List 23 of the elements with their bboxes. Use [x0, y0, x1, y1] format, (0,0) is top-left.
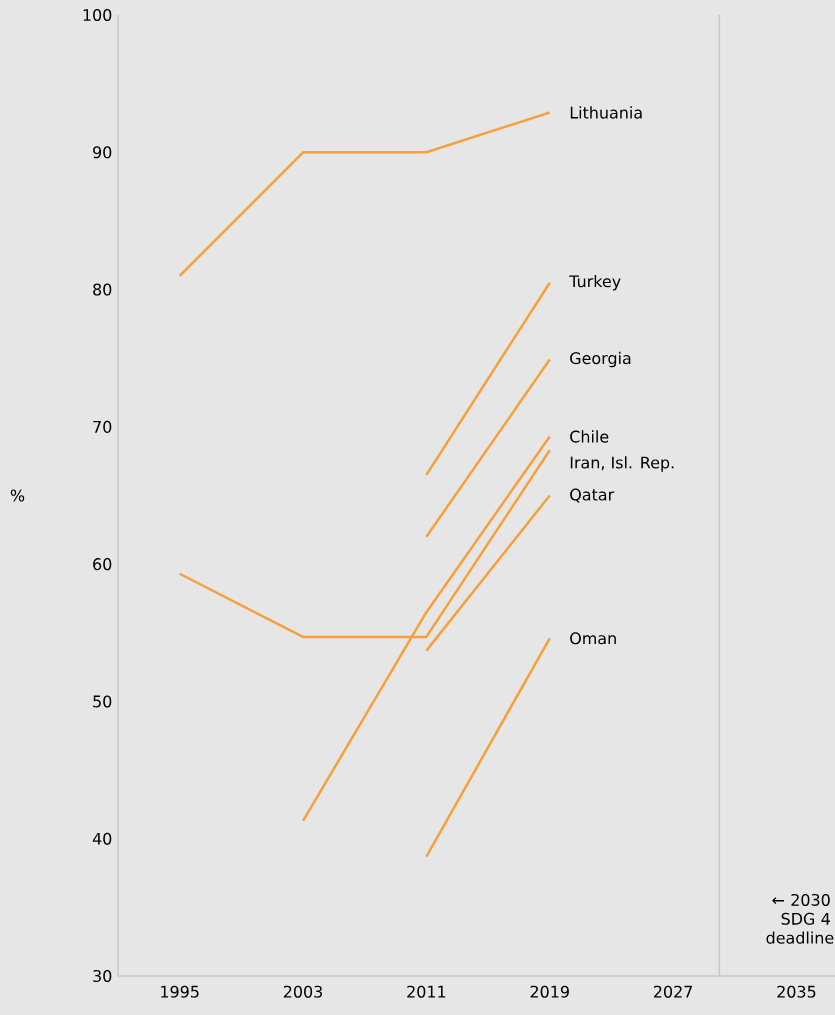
y-tick-label: 60: [93, 558, 112, 571]
y-tick-label: 70: [93, 420, 112, 433]
ref-line-label: ← 2030 SDG 4 deadline: [766, 893, 834, 944]
x-tick-label: 2011: [407, 985, 446, 998]
x-tick-label: 2027: [653, 985, 693, 998]
x-tick-label: 1995: [161, 985, 199, 998]
x-tick-label: 2035: [777, 985, 816, 998]
y-tick-label: 40: [92, 832, 112, 845]
series-label: Qatar: [570, 488, 615, 503]
series-label: Chile: [570, 430, 609, 443]
series-label: Turkey: [569, 274, 621, 291]
series-label: Iran, Isl. Rep.: [570, 456, 674, 472]
y-axis-title: %: [10, 489, 25, 502]
y-tick-label: 80: [93, 283, 112, 296]
x-tick-label: 2019: [530, 985, 569, 998]
series-label: Oman: [570, 632, 616, 645]
y-tick-label: 50: [93, 695, 112, 708]
y-tick-label: 30: [93, 969, 112, 983]
y-tick-label: 100: [83, 8, 112, 22]
x-tick-label: 2003: [283, 985, 323, 998]
series-label: Georgia: [570, 351, 631, 368]
y-tick-label: 90: [93, 146, 112, 159]
series-label: Lithuania: [570, 106, 642, 119]
